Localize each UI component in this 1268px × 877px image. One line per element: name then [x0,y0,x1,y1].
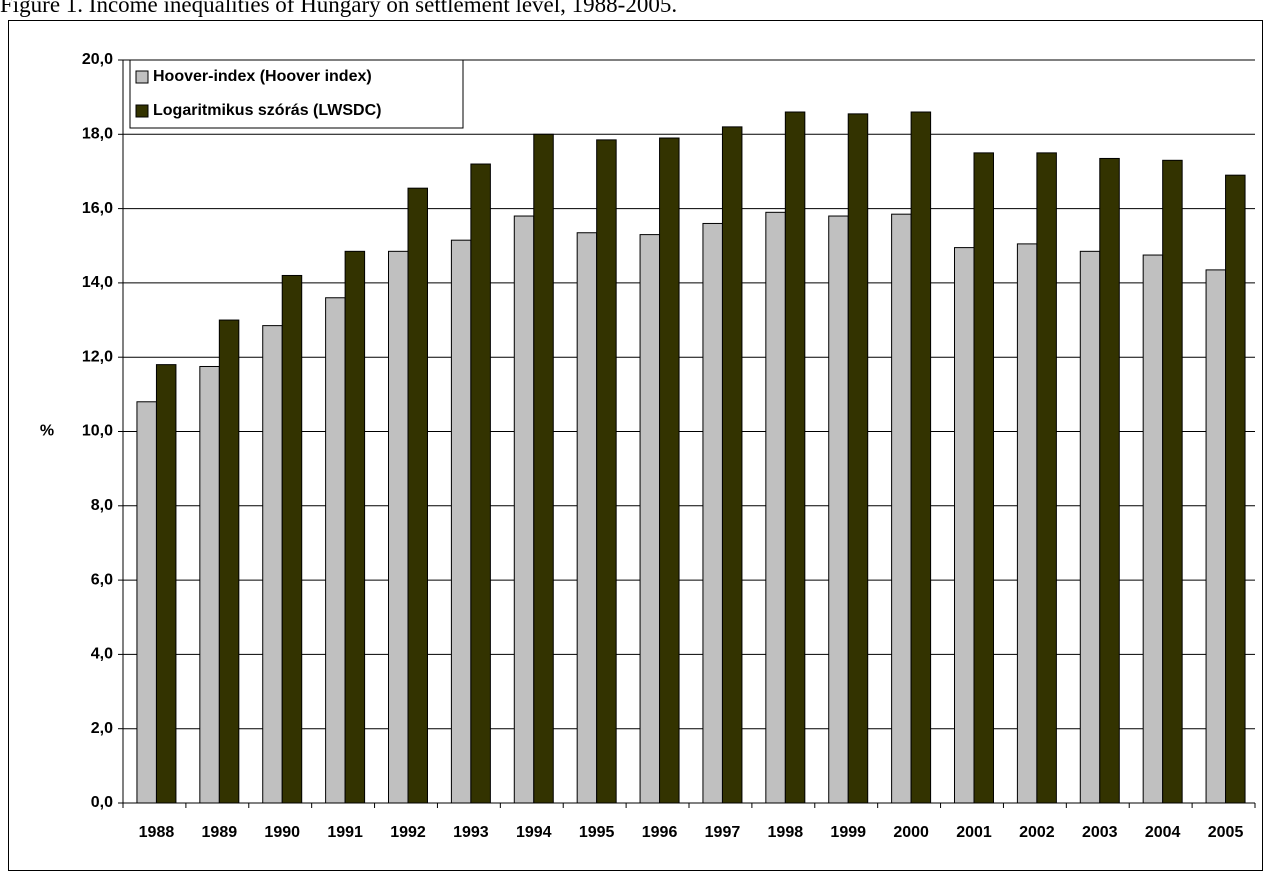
x-tick-label: 1992 [390,824,426,841]
x-tick-label: 1988 [139,824,175,841]
x-tick-label: 2004 [1145,824,1181,841]
bar [262,325,283,804]
bar [218,319,240,804]
y-tick-label: 6,0 [91,571,113,588]
y-tick-label: 10,0 [82,423,113,440]
bar [639,234,661,804]
y-tick-label: 0,0 [91,794,113,811]
bar [533,133,554,804]
bar [702,222,723,804]
bar [1205,269,1227,804]
x-tick-label: 2001 [956,824,992,841]
bar [1036,152,1057,804]
x-tick-label: 2003 [1082,824,1118,841]
legend-swatch [135,70,149,84]
y-tick-label: 20,0 [82,51,113,68]
bar [1162,159,1183,804]
x-tick-label: 1996 [642,824,678,841]
bar [344,250,366,804]
bar [155,364,177,804]
bar [1099,157,1120,804]
bar [721,126,743,804]
bar [910,111,932,804]
legend-box [129,59,464,129]
bar [450,239,472,804]
x-tick-label: 2002 [1019,824,1055,841]
chart-frame [8,20,1263,871]
bar [784,111,806,804]
bar [1016,243,1038,804]
bar [765,211,786,804]
bar [954,247,975,804]
bar [1225,174,1246,804]
bar [407,187,428,804]
y-tick-label: 8,0 [91,497,113,514]
bar [847,113,869,804]
x-tick-label: 1997 [705,824,741,841]
bar [828,215,849,804]
bar [576,232,598,804]
chart-title: Figure 1. Income inequalities of Hungary… [0,0,677,17]
bar [199,365,220,804]
bar [1142,254,1164,804]
legend-label: Logaritmikus szórás (LWSDC) [153,102,381,119]
bar [513,215,535,804]
bar [891,213,912,804]
bar [281,274,303,804]
x-tick-label: 1995 [579,824,615,841]
y-tick-label: 2,0 [91,720,113,737]
y-tick-label: 16,0 [82,200,113,217]
x-tick-label: 1990 [264,824,300,841]
bar [470,163,491,804]
x-tick-label: 2005 [1208,824,1244,841]
x-tick-label: 1993 [453,824,489,841]
y-tick-label: 14,0 [82,274,113,291]
legend-swatch [135,104,149,118]
bar [388,250,409,804]
x-tick-label: 1998 [768,824,804,841]
bar [659,137,680,804]
bar [596,139,617,804]
x-tick-label: 1989 [202,824,238,841]
x-tick-label: 1999 [830,824,866,841]
y-tick-label: 12,0 [82,348,113,365]
y-axis-label: % [40,423,54,440]
y-tick-label: 4,0 [91,646,113,663]
x-tick-label: 1991 [327,824,363,841]
legend-label: Hoover-index (Hoover index) [153,68,372,85]
x-tick-label: 2000 [893,824,929,841]
bar [136,401,157,804]
y-tick-label: 18,0 [82,126,113,143]
bar [325,297,346,804]
bar [1079,250,1101,804]
bar [973,152,994,804]
x-tick-label: 1994 [516,824,552,841]
